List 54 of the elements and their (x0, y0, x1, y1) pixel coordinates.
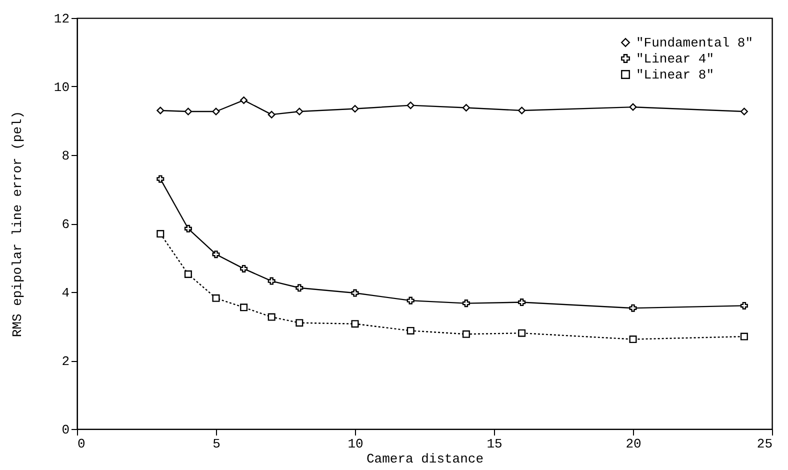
point (240, 264, 248, 272)
point (351, 320, 359, 328)
point (740, 302, 748, 310)
point (462, 300, 470, 308)
legend-label: "Linear 4" (636, 52, 714, 66)
y-tick-label: 8 (62, 148, 70, 164)
point (212, 108, 220, 116)
x-axis-title: Camera distance (366, 452, 484, 466)
point (156, 230, 164, 238)
legend-label: "Fundamental 8" (636, 36, 754, 50)
point (156, 175, 164, 183)
point (296, 284, 304, 292)
point (184, 224, 192, 232)
y-tick-label: 6 (62, 217, 70, 232)
point (268, 110, 276, 118)
point (740, 108, 748, 116)
x-tick-label: 20 (626, 436, 642, 452)
y-axis-title: RMS epipolar line error (pel) (10, 110, 25, 338)
point (406, 326, 414, 334)
point (629, 304, 637, 312)
point (184, 270, 192, 278)
point (240, 304, 248, 312)
point (268, 277, 276, 285)
x-tick-label: 15 (486, 436, 502, 452)
point (629, 336, 637, 344)
point (462, 330, 470, 338)
y-tick-label: 12 (54, 12, 70, 26)
x-tick-label: 5 (212, 436, 220, 452)
y-tick-label: 4 (62, 286, 70, 300)
point (518, 329, 526, 337)
point (268, 313, 276, 321)
point (518, 298, 526, 306)
y-tick-label: 2 (62, 354, 70, 369)
y-tick-label: 10 (54, 80, 70, 95)
x-tick-label: 25 (756, 436, 772, 452)
point (156, 106, 164, 114)
point (406, 296, 414, 304)
point (518, 106, 526, 114)
point (212, 294, 220, 302)
point (184, 108, 192, 116)
point (296, 319, 304, 327)
point (462, 104, 470, 112)
x-tick-label: 0 (78, 436, 86, 452)
point (351, 105, 359, 113)
x-tick-label: 10 (348, 436, 364, 452)
point (629, 103, 637, 111)
point (212, 250, 220, 258)
point (351, 289, 359, 297)
point (296, 108, 304, 116)
legend-label: "Linear 8" (636, 68, 714, 82)
point (740, 332, 748, 340)
point (406, 102, 414, 110)
y-tick-label: 0 (62, 422, 70, 438)
point (240, 96, 248, 104)
